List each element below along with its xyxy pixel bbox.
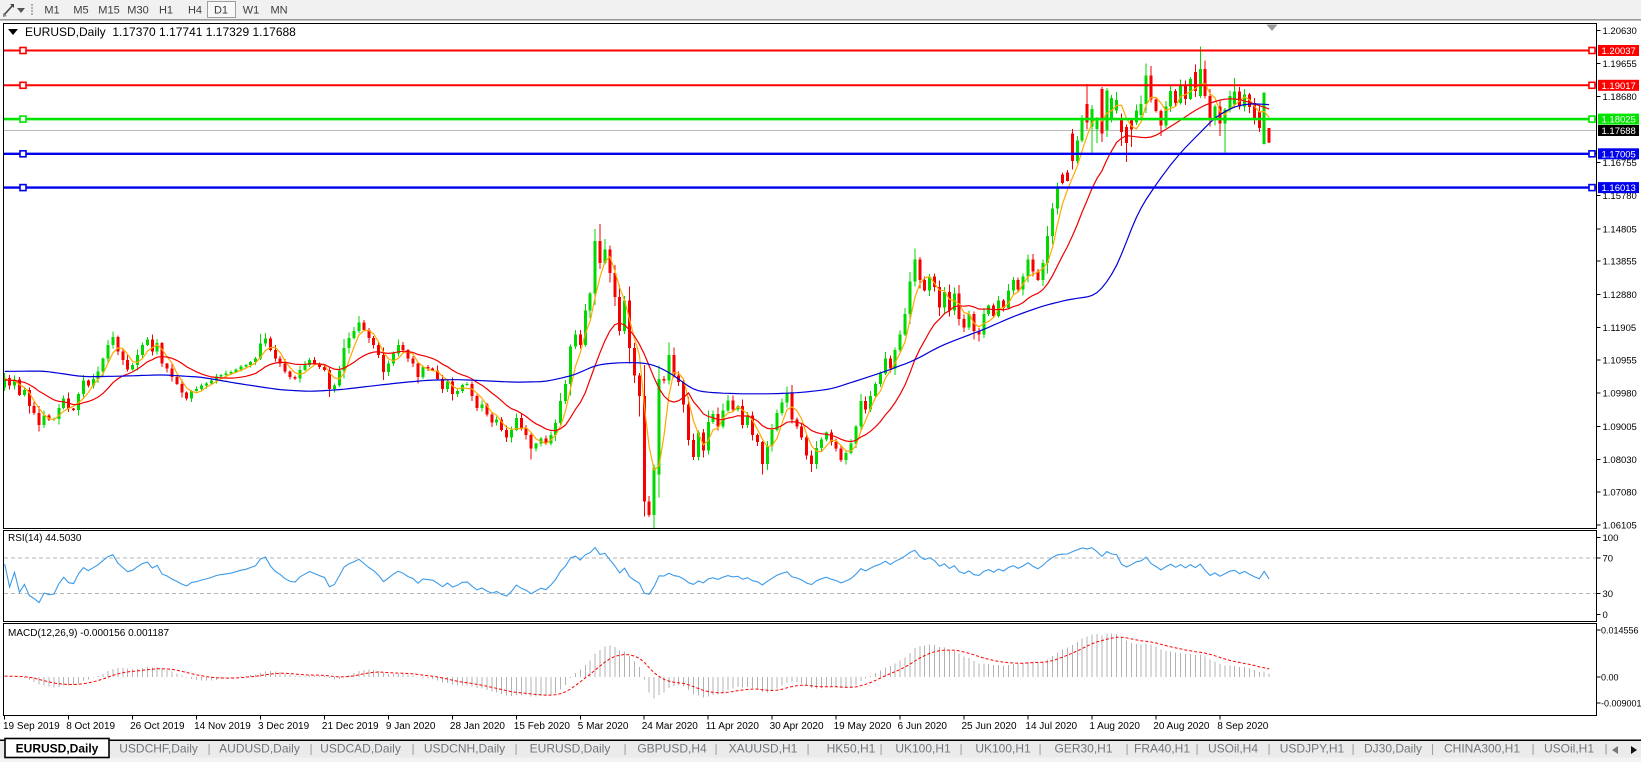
svg-text:|: | [1267, 742, 1270, 756]
svg-text:1.06105: 1.06105 [1603, 521, 1637, 532]
svg-text:|: | [714, 742, 717, 756]
svg-text:30: 30 [1603, 589, 1614, 600]
svg-text:|: | [623, 742, 626, 756]
svg-text:USDJPY,H1: USDJPY,H1 [1280, 742, 1345, 756]
svg-text:1.16755: 1.16755 [1603, 158, 1637, 169]
svg-text:|: | [309, 742, 312, 756]
svg-text:0: 0 [1603, 610, 1608, 621]
svg-text:UK100,H1: UK100,H1 [895, 742, 951, 756]
svg-text:EURUSD,Daily: EURUSD,Daily [530, 742, 611, 756]
svg-text:|: | [1531, 742, 1534, 756]
svg-text:1.09005: 1.09005 [1603, 422, 1637, 433]
svg-text:|: | [1351, 742, 1354, 756]
svg-text:USDCAD,Daily: USDCAD,Daily [320, 742, 401, 756]
svg-text:21 Dec 2019: 21 Dec 2019 [322, 721, 379, 732]
svg-text:1.07080: 1.07080 [1603, 488, 1637, 499]
svg-text:5 Mar 2020: 5 Mar 2020 [578, 721, 629, 732]
svg-text:H1: H1 [159, 5, 173, 17]
svg-text:EURUSD,Daily: EURUSD,Daily [16, 742, 99, 756]
svg-text:1.13855: 1.13855 [1603, 257, 1637, 268]
svg-text:1.17005: 1.17005 [1602, 149, 1636, 160]
svg-text:1.11905: 1.11905 [1603, 323, 1637, 334]
svg-text:19 May 2020: 19 May 2020 [834, 721, 892, 732]
svg-text:HK50,H1: HK50,H1 [827, 742, 876, 756]
svg-text:70: 70 [1603, 553, 1614, 564]
svg-text:|: | [207, 742, 210, 756]
svg-text:1 Aug 2020: 1 Aug 2020 [1089, 721, 1140, 732]
svg-text:1.16013: 1.16013 [1602, 183, 1636, 194]
svg-text:|: | [1195, 742, 1198, 756]
svg-text:6 Jun 2020: 6 Jun 2020 [898, 721, 948, 732]
svg-text:|: | [959, 742, 962, 756]
svg-text:USOil,H1: USOil,H1 [1544, 742, 1594, 756]
svg-text:30 Apr 2020: 30 Apr 2020 [770, 721, 824, 732]
svg-text:14 Nov 2019: 14 Nov 2019 [194, 721, 251, 732]
svg-text:|: | [1125, 742, 1128, 756]
svg-text:D1: D1 [214, 5, 228, 17]
svg-text:1.15780: 1.15780 [1603, 191, 1637, 202]
svg-text:XAUUSD,H1: XAUUSD,H1 [729, 742, 798, 756]
svg-text:3 Dec 2019: 3 Dec 2019 [258, 721, 310, 732]
svg-text:M5: M5 [73, 5, 88, 17]
svg-text:GER30,H1: GER30,H1 [1054, 742, 1112, 756]
svg-text:11 Apr 2020: 11 Apr 2020 [706, 721, 760, 732]
svg-text:MN: MN [270, 5, 287, 17]
svg-text:1.14805: 1.14805 [1603, 224, 1637, 235]
svg-text:1.18025: 1.18025 [1602, 115, 1636, 126]
svg-text:1.17688: 1.17688 [1602, 126, 1636, 137]
svg-text:GBPUSD,H4: GBPUSD,H4 [637, 742, 707, 756]
svg-text:FRA40,H1: FRA40,H1 [1134, 742, 1190, 756]
svg-text:100: 100 [1603, 533, 1619, 544]
svg-text:USDCNH,Daily: USDCNH,Daily [424, 742, 505, 756]
svg-text:19 Sep 2019: 19 Sep 2019 [3, 721, 60, 732]
svg-text:|: | [411, 742, 414, 756]
svg-text:USOil,H4: USOil,H4 [1208, 742, 1258, 756]
svg-text:M15: M15 [98, 5, 119, 17]
svg-text:RSI(14) 44.5030: RSI(14) 44.5030 [8, 533, 82, 544]
svg-text:MACD(12,26,9) -0.000156 0.0011: MACD(12,26,9) -0.000156 0.001187 [8, 628, 169, 639]
svg-text:26 Oct 2019: 26 Oct 2019 [130, 721, 185, 732]
svg-text:W1: W1 [243, 5, 260, 17]
svg-text:1.19655: 1.19655 [1603, 59, 1637, 70]
svg-text:8 Oct 2019: 8 Oct 2019 [66, 721, 115, 732]
svg-text:28 Jan 2020: 28 Jan 2020 [450, 721, 505, 732]
svg-text:EURUSD,Daily 1.17370 1.17741: EURUSD,Daily 1.17370 1.17741 1.17329 1.1… [25, 25, 296, 39]
svg-text:14 Jul 2020: 14 Jul 2020 [1025, 721, 1077, 732]
svg-text:|: | [806, 742, 809, 756]
svg-text:M30: M30 [127, 5, 148, 17]
svg-text:1.18680: 1.18680 [1603, 92, 1637, 103]
svg-text:1.08030: 1.08030 [1603, 455, 1637, 466]
svg-text:1.12880: 1.12880 [1603, 290, 1637, 301]
svg-text:H4: H4 [188, 5, 202, 17]
svg-text:DJ30,Daily: DJ30,Daily [1364, 742, 1422, 756]
svg-text:1.20630: 1.20630 [1603, 26, 1637, 37]
svg-text:1.20037: 1.20037 [1602, 46, 1636, 57]
svg-text:0.014556: 0.014556 [1601, 626, 1639, 636]
svg-text:1.19017: 1.19017 [1602, 81, 1636, 92]
svg-text:AUDUSD,Daily: AUDUSD,Daily [219, 742, 300, 756]
svg-text:1.09980: 1.09980 [1603, 389, 1637, 400]
svg-text:25 Jun 2020: 25 Jun 2020 [962, 721, 1017, 732]
svg-text:-0.009001: -0.009001 [1601, 699, 1641, 709]
svg-text:1.10955: 1.10955 [1603, 355, 1637, 366]
svg-text:|: | [1038, 742, 1041, 756]
svg-text:|: | [1605, 743, 1608, 755]
svg-text:24 Mar 2020: 24 Mar 2020 [642, 721, 699, 732]
svg-text:CHINA300,H1: CHINA300,H1 [1444, 742, 1520, 756]
svg-text:|: | [879, 742, 882, 756]
svg-text:15 Feb 2020: 15 Feb 2020 [514, 721, 571, 732]
svg-text:8 Sep 2020: 8 Sep 2020 [1217, 721, 1269, 732]
svg-text:M1: M1 [44, 5, 59, 17]
svg-text:0.00: 0.00 [1601, 673, 1619, 683]
svg-text:9 Jan 2020: 9 Jan 2020 [386, 721, 436, 732]
svg-text:|: | [514, 742, 517, 756]
svg-text:UK100,H1: UK100,H1 [975, 742, 1031, 756]
svg-text:20 Aug 2020: 20 Aug 2020 [1153, 721, 1210, 732]
svg-text:USDCHF,Daily: USDCHF,Daily [119, 742, 198, 756]
svg-text:|: | [1431, 742, 1434, 756]
